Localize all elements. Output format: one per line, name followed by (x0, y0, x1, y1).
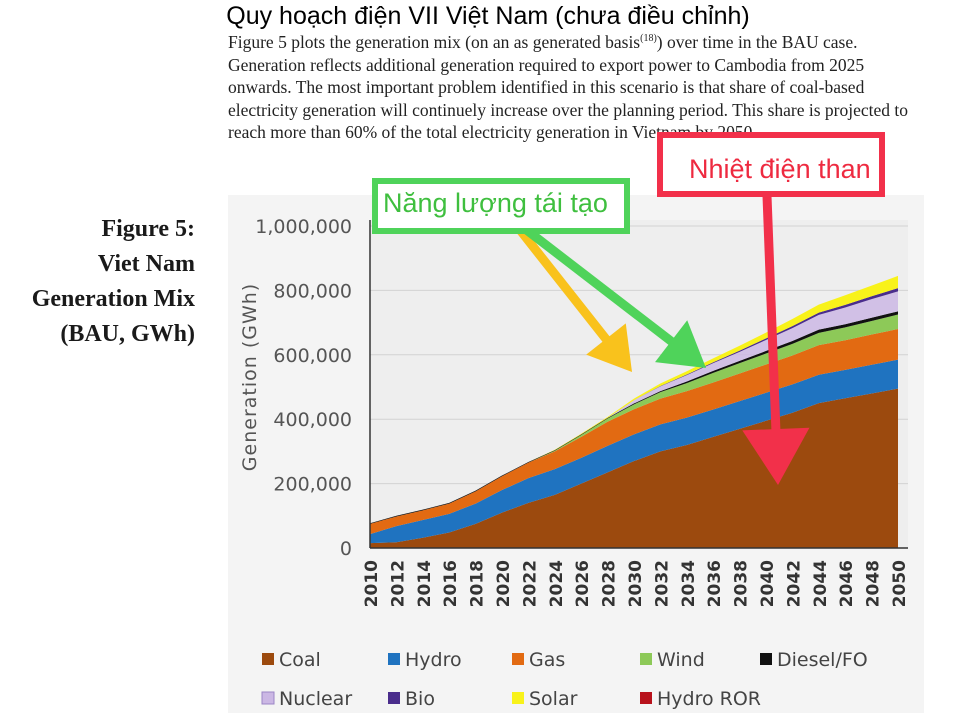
legend-swatch-solar (512, 692, 524, 704)
legend-swatch-wind (640, 653, 652, 665)
area-gas (370, 329, 898, 535)
legend-label-coal: Coal (279, 649, 321, 671)
x-tick-label: 2050 (890, 560, 910, 607)
x-tick-label: 2022 (520, 560, 540, 607)
arrow-yellow-head (586, 323, 632, 372)
legend-swatch-diesel-fo (760, 653, 772, 665)
area-hydro (370, 359, 898, 544)
arrow-red (742, 195, 810, 485)
y-tick-label: 1,000,000 (255, 216, 352, 238)
x-tick-label: 2044 (811, 560, 831, 607)
y-tick-label: 800,000 (273, 280, 352, 302)
y-axis-label: Generation (GWh) (239, 283, 261, 471)
legend-label-nuclear: Nuclear (279, 688, 352, 710)
figure-caption-line-4: (BAU, GWh) (60, 321, 195, 347)
area-wind (370, 314, 898, 524)
report-excerpt: Figure 5 plots the generation mix (on an… (228, 31, 928, 144)
legend-label-hydro-ror: Hydro ROR (657, 688, 761, 710)
legend-label-gas: Gas (529, 649, 565, 671)
figure-caption-line-2: Viet Nam (97, 251, 195, 277)
legend-swatch-bio (388, 692, 400, 704)
area-nuclear (370, 291, 898, 524)
arrow-red-head (742, 427, 810, 485)
figure-caption: Figure 5: Viet Nam Generation Mix (BAU, … (32, 212, 195, 352)
arrow-green-shaft (521, 224, 681, 351)
x-tick-label: 2030 (626, 560, 646, 607)
y-tick-label: 0 (340, 538, 352, 560)
x-tick-label: 2012 (388, 560, 408, 607)
arrow-yellow-shaft (516, 227, 615, 349)
arrow-yellow (516, 227, 632, 372)
x-tick-label: 2040 (758, 560, 778, 607)
x-tick-label: 2042 (784, 560, 804, 607)
x-tick-label: 2046 (837, 560, 857, 607)
x-tick-label: 2016 (441, 560, 461, 607)
legend-swatch-hydro-ror (640, 692, 652, 704)
x-tick-label: 2024 (547, 560, 567, 607)
arrow-green-head (655, 320, 706, 368)
excerpt-text-2: ) over time in the BAU case. Generation … (228, 32, 909, 142)
legend-label-bio: Bio (405, 688, 435, 710)
legend-label-wind: Wind (657, 649, 705, 671)
x-tick-label: 2028 (600, 560, 620, 607)
figure-caption-line-3: Generation Mix (31, 286, 195, 312)
excerpt-text-1: Figure 5 plots the generation mix (on an… (228, 32, 641, 52)
callout-renewable-energy: Năng lượng tái tạo (372, 178, 630, 234)
x-tick-label: 2038 (732, 560, 752, 607)
callout-coal-power: Nhiệt điện than (657, 132, 885, 197)
x-tick-label: 2026 (573, 560, 593, 607)
x-tick-label: 2014 (415, 560, 435, 607)
legend-label-diesel-fo: Diesel/FO (777, 649, 868, 671)
x-tick-label: 2032 (652, 560, 672, 607)
legend-swatch-coal (262, 653, 274, 665)
slide-title: Quy hoạch điện VII Việt Nam (chưa điều c… (226, 2, 750, 30)
legend-label-solar: Solar (529, 688, 578, 710)
x-tick-label: 2048 (864, 560, 884, 607)
footnote-ref: (18) (640, 33, 657, 45)
legend-swatch-gas (512, 653, 524, 665)
area-solar (370, 275, 898, 524)
legend-label-hydro: Hydro (405, 649, 462, 671)
figure-caption-line-1: Figure 5: (101, 216, 195, 242)
x-tick-label: 2010 (362, 560, 382, 607)
y-tick-label: 200,000 (273, 474, 352, 496)
x-tick-label: 2034 (679, 560, 699, 607)
arrow-red-shaft (762, 195, 781, 441)
y-tick-label: 400,000 (273, 409, 352, 431)
x-tick-label: 2018 (468, 560, 488, 607)
y-tick-label: 600,000 (273, 345, 352, 367)
x-tick-label: 2036 (705, 560, 725, 607)
area-coal (370, 388, 898, 548)
legend-swatch-hydro (388, 653, 400, 665)
legend-swatch-nuclear (261, 691, 275, 705)
x-tick-label: 2020 (494, 560, 514, 607)
arrow-green (521, 224, 706, 368)
